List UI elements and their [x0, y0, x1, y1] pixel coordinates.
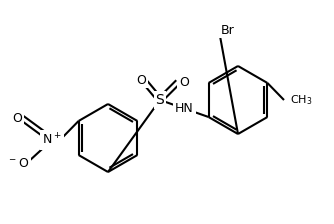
Text: Br: Br — [221, 24, 235, 37]
Text: N$^+$: N$^+$ — [42, 132, 62, 148]
Text: HN: HN — [175, 102, 194, 115]
Text: O: O — [12, 112, 22, 125]
Text: S: S — [156, 93, 164, 107]
Text: CH$_3$: CH$_3$ — [290, 93, 313, 107]
Text: O: O — [136, 73, 146, 86]
Text: $^-$O: $^-$O — [7, 157, 29, 170]
Text: O: O — [179, 75, 189, 88]
